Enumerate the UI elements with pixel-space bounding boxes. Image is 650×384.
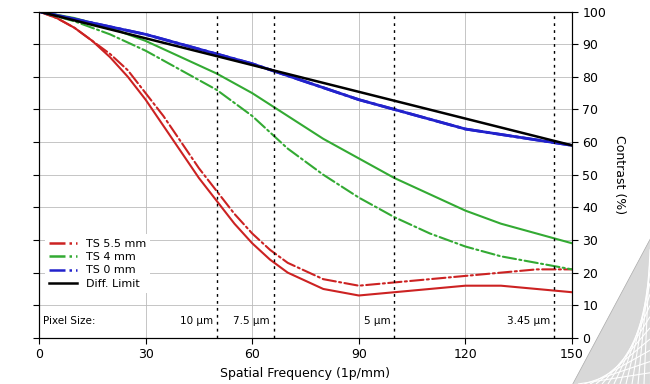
Polygon shape <box>572 238 650 384</box>
Text: 7.5 μm: 7.5 μm <box>233 316 270 326</box>
X-axis label: Spatial Frequency (1p/mm): Spatial Frequency (1p/mm) <box>220 367 391 380</box>
Text: 5 μm: 5 μm <box>364 316 391 326</box>
Text: Pixel Size:: Pixel Size: <box>42 316 95 326</box>
Text: 10 μm: 10 μm <box>180 316 213 326</box>
Y-axis label: Contrast (%): Contrast (%) <box>613 135 626 214</box>
Text: 3.45 μm: 3.45 μm <box>508 316 551 326</box>
Legend: TS 5.5 mm, TS 4 mm, TS 0 mm, Diff. Limit: TS 5.5 mm, TS 4 mm, TS 0 mm, Diff. Limit <box>45 234 150 293</box>
